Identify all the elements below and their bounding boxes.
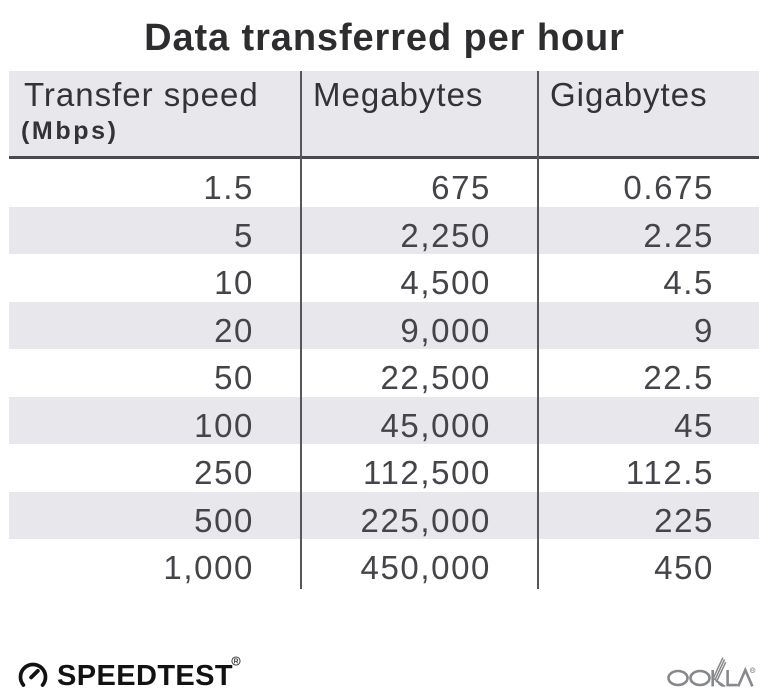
table-cell: 500 <box>194 501 254 539</box>
column-header-gigabytes: Gigabytes <box>538 71 759 156</box>
ookla-letter-o2 <box>689 669 711 687</box>
table-cell: 450,000 <box>360 549 491 586</box>
table-cell: 45,000 <box>380 406 491 444</box>
table-cell: 225 <box>654 501 714 539</box>
column-header-transfer-speed: Transfer speed (Mbps) <box>9 71 301 156</box>
table-cell: 5 <box>234 216 254 254</box>
table-cell: 10 <box>214 264 254 301</box>
table-cell: 45 <box>674 406 714 444</box>
page-title: Data transferred per hour <box>144 17 625 59</box>
ookla-letter-k <box>711 657 727 688</box>
table-cell: 4.5 <box>663 264 714 301</box>
table-cell: 2,250 <box>400 216 491 254</box>
column-header-sublabel: (Mbps) <box>21 117 119 145</box>
table-row: 5 2,250 2.25 <box>9 206 759 254</box>
ookla-registered-mark <box>749 667 756 673</box>
column-header-label: Gigabytes <box>550 76 708 113</box>
table-body: 1.5 675 0.675 5 2,250 2.25 10 4,500 4.5 20 9,000 9 5… <box>9 159 759 587</box>
footer: SPEEDTEST <box>0 645 769 698</box>
speedtest-logo: SPEEDTEST <box>18 656 258 692</box>
table-cell: 9 <box>694 311 714 349</box>
column-divider-1 <box>300 71 302 589</box>
table-cell: 450 <box>654 549 714 586</box>
table-row: 1,000 450,000 450 <box>9 539 759 587</box>
column-divider-2 <box>537 71 539 589</box>
table-cell: 20 <box>214 311 254 349</box>
table-cell: 2.25 <box>643 216 714 254</box>
ookla-logo <box>667 657 756 688</box>
table-cell: 225,000 <box>360 501 491 539</box>
table-cell: 1,000 <box>163 549 254 586</box>
data-table: Transfer speed (Mbps) Megabytes Gigabyte… <box>9 71 759 589</box>
table-cell: 50 <box>214 359 254 396</box>
table-cell: 112.5 <box>625 454 714 491</box>
table-cell: 1.5 <box>203 169 254 206</box>
table-cell: 22,500 <box>380 359 491 396</box>
table-cell: 9,000 <box>400 311 491 349</box>
table-row: 10 4,500 4.5 <box>9 254 759 302</box>
table-cell: 250 <box>194 454 254 491</box>
table-row: 1.5 675 0.675 <box>9 159 759 207</box>
column-header-label: Transfer speed <box>24 76 259 113</box>
table-cell: 0.675 <box>623 169 714 206</box>
ookla-letter-a <box>737 666 754 687</box>
table-cell: 112,500 <box>362 454 491 491</box>
table-row: 100 45,000 45 <box>9 396 759 444</box>
table-header-row: Transfer speed (Mbps) Megabytes Gigabyte… <box>9 71 759 159</box>
speedtest-gauge-icon <box>18 662 48 687</box>
speedtest-registered-mark <box>231 656 241 666</box>
table-cell: 100 <box>194 406 254 444</box>
column-header-megabytes: Megabytes <box>301 71 538 156</box>
column-header-label: Megabytes <box>313 76 484 113</box>
speedtest-wordmark: SPEEDTEST <box>57 659 234 692</box>
ookla-letter-l <box>726 670 738 687</box>
table-row: 50 22,500 22.5 <box>9 349 759 397</box>
ookla-letter-o1 <box>667 669 689 687</box>
table-row: 500 225,000 225 <box>9 491 759 539</box>
table-row: 20 9,000 9 <box>9 301 759 349</box>
table-row: 250 112,500 112.5 <box>9 444 759 492</box>
table-cell: 22.5 <box>643 359 714 396</box>
table-cell: 4,500 <box>400 264 491 301</box>
table-cell: 675 <box>431 169 491 206</box>
